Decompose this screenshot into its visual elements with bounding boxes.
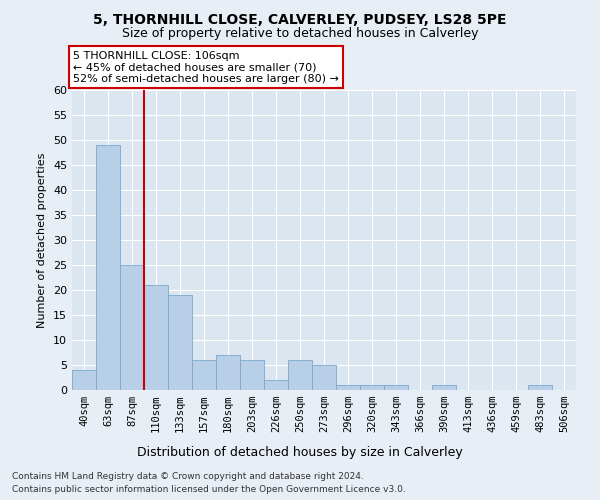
Bar — [120, 265, 144, 390]
Bar — [144, 285, 168, 390]
Text: Contains public sector information licensed under the Open Government Licence v3: Contains public sector information licen… — [12, 485, 406, 494]
Bar — [384, 385, 408, 390]
Text: Size of property relative to detached houses in Calverley: Size of property relative to detached ho… — [122, 28, 478, 40]
Bar — [168, 295, 192, 390]
Bar — [360, 385, 384, 390]
Text: 5, THORNHILL CLOSE, CALVERLEY, PUDSEY, LS28 5PE: 5, THORNHILL CLOSE, CALVERLEY, PUDSEY, L… — [93, 12, 507, 26]
Bar — [96, 145, 120, 390]
Bar — [72, 370, 96, 390]
Bar — [336, 385, 360, 390]
Bar — [528, 385, 552, 390]
Bar — [240, 360, 264, 390]
Bar — [312, 365, 336, 390]
Text: Distribution of detached houses by size in Calverley: Distribution of detached houses by size … — [137, 446, 463, 459]
Bar — [264, 380, 288, 390]
Text: Contains HM Land Registry data © Crown copyright and database right 2024.: Contains HM Land Registry data © Crown c… — [12, 472, 364, 481]
Bar — [288, 360, 312, 390]
Text: 5 THORNHILL CLOSE: 106sqm
← 45% of detached houses are smaller (70)
52% of semi-: 5 THORNHILL CLOSE: 106sqm ← 45% of detac… — [73, 51, 339, 84]
Y-axis label: Number of detached properties: Number of detached properties — [37, 152, 47, 328]
Bar — [216, 355, 240, 390]
Bar — [192, 360, 216, 390]
Bar — [432, 385, 456, 390]
